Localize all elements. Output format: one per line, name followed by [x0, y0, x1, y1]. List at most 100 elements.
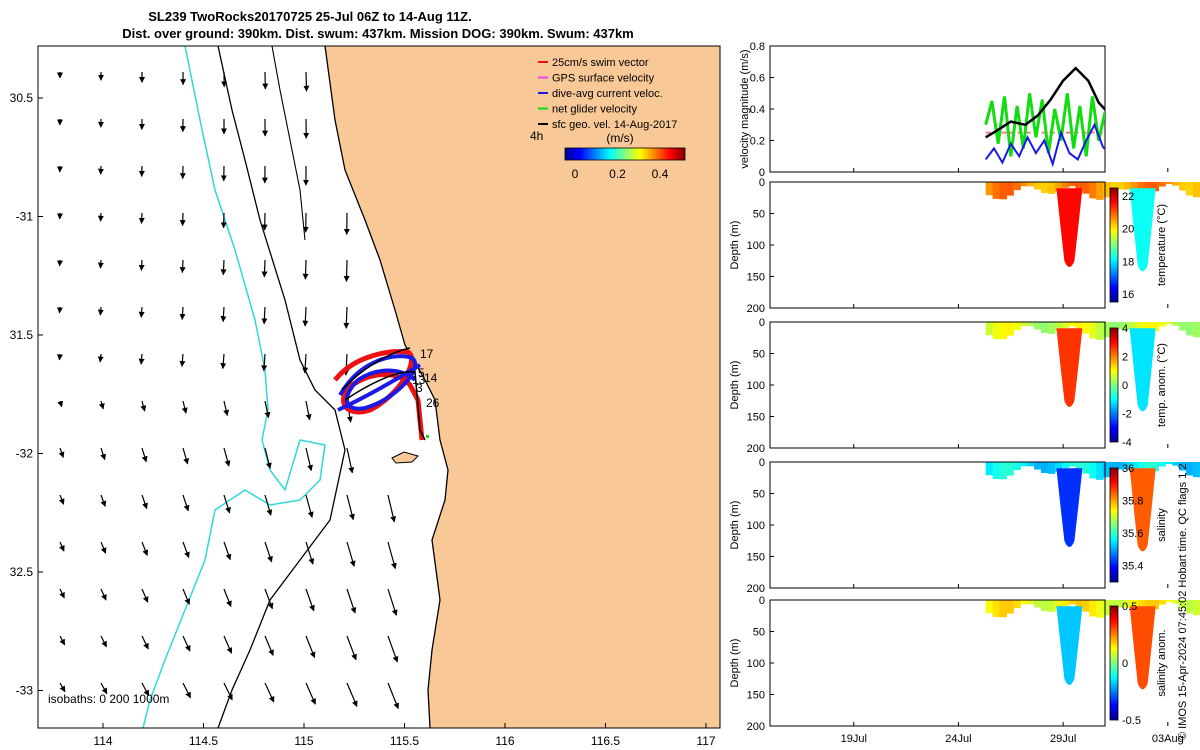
- velocity-series: [984, 66, 1105, 168]
- velocity-vector: [224, 730, 233, 747]
- velocity-vector: [56, 353, 63, 361]
- heatmap-surface-cell: [1061, 600, 1070, 606]
- velocity-vector: [141, 447, 148, 463]
- heatmap-dive-plume: [1056, 606, 1083, 685]
- velocity-vector: [387, 635, 399, 663]
- velocity-vector: [100, 635, 108, 648]
- heatmap-background: [770, 322, 1105, 448]
- heatmap-surface-cell: [1186, 600, 1194, 614]
- velocity-vector: [302, 259, 309, 280]
- colorbar-tick-label: 0.4: [652, 167, 669, 181]
- heatmap-surface-cell: [1165, 462, 1173, 465]
- isobath-label: isobaths: 0 200 1000m: [48, 692, 169, 706]
- heatmap-ytick-label: 100: [747, 520, 765, 532]
- velocity-line-black: [985, 66, 1105, 139]
- velocity-vector: [97, 353, 104, 363]
- heatmap-surface-cell: [1020, 600, 1028, 605]
- heatmap-surface-cell: [1075, 600, 1083, 607]
- velocity-vector: [346, 635, 357, 661]
- velocity-vector: [60, 730, 65, 738]
- velocity-vector: [59, 635, 66, 646]
- heatmap-surface-cell: [1068, 182, 1077, 187]
- map-xtick-label: 115.5: [390, 734, 419, 748]
- heatmap-dive-plume: [1129, 468, 1156, 552]
- heatmap-surface-cell: [1123, 462, 1132, 470]
- velocity-vector: [182, 494, 190, 512]
- heatmap-surface-cell: [1186, 462, 1194, 476]
- heatmap-surface-cell: [1068, 462, 1077, 467]
- velocity-vector: [343, 259, 350, 282]
- heatmap-surface-cell: [1034, 182, 1042, 190]
- heatmap-ytick-label: 50: [753, 349, 765, 361]
- time-xtick-label: 19Jul: [841, 733, 867, 745]
- velocity-vector: [220, 259, 227, 276]
- heatmap-ylabel: Depth (m): [729, 221, 741, 270]
- heatmap-surface-cell: [1116, 462, 1125, 470]
- heatmap-surface-cell: [1192, 322, 1200, 338]
- colorbar-tick-label: 2: [1122, 352, 1128, 364]
- velocity-vector: [265, 730, 275, 749]
- heatmap-ytick-label: 150: [747, 412, 765, 424]
- velocity-vector: [302, 353, 309, 374]
- heatmap-panel-3: 0 50 100 150 200 Depth (m) -0.5 0 0.5 salinity an…: [729, 595, 1200, 733]
- velocity-vector: [141, 541, 149, 556]
- map-frame: [37, 45, 721, 729]
- heatmap-surface-cell: [1013, 322, 1021, 331]
- heatmap-surface-cell: [1034, 322, 1042, 330]
- velocity-vector: [387, 541, 397, 570]
- velocity-vector: [305, 541, 315, 565]
- land-polygon: [325, 46, 720, 728]
- heatmap-surface-cell: [1179, 322, 1187, 331]
- velocity-vector: [179, 259, 186, 274]
- heatmap-surface-cell: [1082, 182, 1090, 194]
- velocity-vector: [264, 682, 275, 703]
- heatmap-surface-cell: [1047, 182, 1056, 194]
- heatmap-surface-cell: [1082, 600, 1090, 612]
- heatmap-surface-cell: [985, 600, 994, 614]
- heatmap-surface-cell: [1006, 462, 1014, 476]
- colorbar-tick-label: 22: [1122, 191, 1134, 203]
- velocity-vector: [223, 588, 232, 608]
- heatmap-surface-cell: [1123, 182, 1132, 190]
- map-xtick-label: 116.5: [591, 734, 620, 748]
- velocity-vector: [305, 494, 314, 518]
- figure-title-line2: Dist. over ground: 390km. Dist. swum: 43…: [122, 26, 634, 41]
- velocity-vector: [140, 400, 147, 412]
- velocity-vector: [305, 400, 312, 421]
- heatmap-surface-cell: [1103, 600, 1111, 616]
- velocity-vector: [261, 259, 268, 278]
- colorbar-tick-label: 35.4: [1122, 561, 1143, 573]
- heatmap-colorbar-label: salinity: [1156, 508, 1168, 542]
- heatmap-surface-cell: [1075, 182, 1083, 189]
- heatmap-colorbar: [1109, 605, 1119, 721]
- velocity-vector: [387, 682, 400, 710]
- map-xtick-label: 115: [294, 734, 313, 748]
- heatmap-surface-cell: [1130, 182, 1139, 193]
- isobath-1000m: [217, 46, 346, 728]
- colorbar-tick-label: 36: [1122, 463, 1134, 475]
- heatmap-surface-cell: [1103, 462, 1111, 478]
- heatmap-ytick-label: 50: [753, 489, 765, 501]
- heatmap-surface-cell: [1096, 182, 1104, 200]
- heatmap-surface-cell: [985, 182, 994, 196]
- map-xtick-label: 114: [93, 734, 112, 748]
- map-xtick-label: 116: [495, 734, 514, 748]
- colorbar-tick-label: 35.6: [1122, 528, 1143, 540]
- heatmap-surface-cell: [1172, 462, 1180, 466]
- velocity-vector: [142, 730, 149, 742]
- heatmap-surface-cell: [1116, 322, 1125, 330]
- velocity-vector: [346, 588, 357, 614]
- velocity-ytick-label: 0.4: [750, 104, 765, 116]
- track-label: 3: [416, 381, 423, 395]
- heatmap-surface-cell: [1027, 182, 1035, 187]
- heatmap-surface-cell: [1047, 462, 1056, 474]
- heatmap-dive-plume: [1056, 468, 1083, 547]
- track-blue: [337, 354, 422, 412]
- velocity-vector: [264, 494, 273, 516]
- speed-colorbar: [564, 147, 686, 161]
- glider-position: [426, 435, 429, 438]
- map-xtick-label: 117: [696, 734, 715, 748]
- velocity-vector: [223, 682, 233, 701]
- heatmap-dive-plume: [1129, 328, 1156, 412]
- velocity-vector: [305, 588, 315, 612]
